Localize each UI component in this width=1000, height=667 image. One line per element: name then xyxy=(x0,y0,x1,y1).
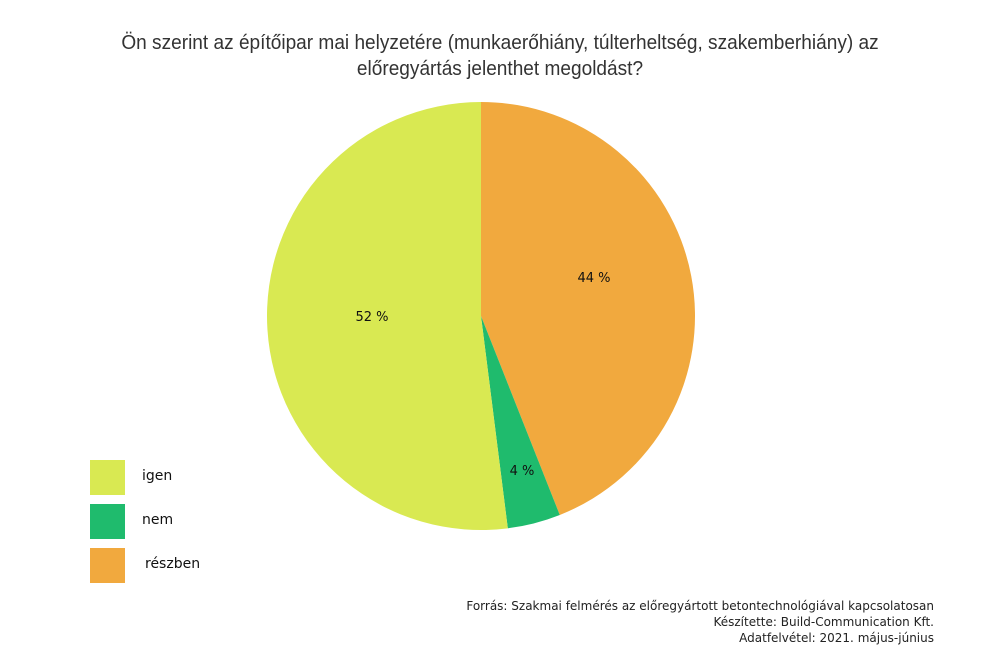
footer-date: Adatfelvétel: 2021. május-június xyxy=(739,631,934,645)
pie-slice-igen xyxy=(267,102,508,530)
legend-swatch-reszben xyxy=(90,548,125,583)
pie-slice-reszben xyxy=(481,102,695,515)
legend-label-nem: nem xyxy=(142,512,174,528)
slice-label-nem: 4 % xyxy=(510,464,535,479)
legend-swatch-nem xyxy=(90,504,125,539)
slice-label-igen: 52 % xyxy=(355,310,388,325)
chart-title: Ön szerint az építőipar mai helyzetére (… xyxy=(35,30,965,82)
footer-author: Készítette: Build-Communication Kft. xyxy=(713,615,934,629)
slice-label-reszben: 44 % xyxy=(577,271,610,286)
chart-title-line-2: előregyártás jelenthet megoldást? xyxy=(356,57,644,80)
pie-slice-nem xyxy=(481,316,560,529)
footer-source: Forrás: Szakmai felmérés az előregyártot… xyxy=(466,599,934,613)
legend-swatch-igen xyxy=(90,460,125,495)
legend-label-reszben: részben xyxy=(145,556,201,572)
pie-slices xyxy=(267,102,695,530)
chart-title-line-1: Ön szerint az építőipar mai helyzetére (… xyxy=(121,31,879,54)
chart-footer: Forrás: Szakmai felmérés az előregyártot… xyxy=(466,598,934,646)
legend-label-igen: igen xyxy=(142,468,173,484)
